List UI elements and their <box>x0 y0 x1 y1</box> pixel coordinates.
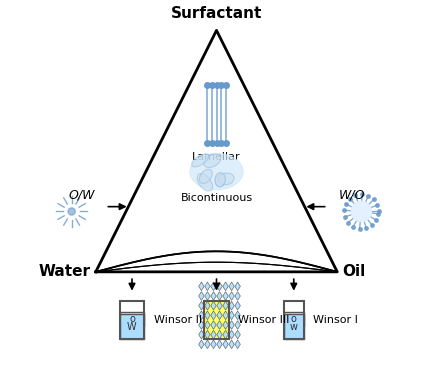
Polygon shape <box>211 292 216 300</box>
Polygon shape <box>199 320 204 329</box>
Text: Winsor I: Winsor I <box>313 315 358 325</box>
Polygon shape <box>199 311 204 320</box>
FancyBboxPatch shape <box>284 314 304 339</box>
Polygon shape <box>211 301 216 310</box>
Polygon shape <box>223 330 228 339</box>
Ellipse shape <box>215 173 226 187</box>
Text: Lamellar: Lamellar <box>192 152 241 162</box>
Polygon shape <box>205 282 210 291</box>
Polygon shape <box>229 292 234 300</box>
Polygon shape <box>211 311 216 320</box>
Ellipse shape <box>200 169 212 184</box>
Polygon shape <box>211 330 216 339</box>
Ellipse shape <box>215 174 225 187</box>
Polygon shape <box>223 282 228 291</box>
Polygon shape <box>223 301 228 310</box>
Polygon shape <box>235 340 240 349</box>
Polygon shape <box>211 320 216 329</box>
Text: Surfactant: Surfactant <box>171 6 262 21</box>
Ellipse shape <box>192 154 209 167</box>
Text: W/O: W/O <box>339 188 365 201</box>
Polygon shape <box>223 320 228 329</box>
Polygon shape <box>229 330 234 339</box>
Polygon shape <box>223 311 228 320</box>
FancyBboxPatch shape <box>120 314 144 339</box>
Polygon shape <box>235 301 240 310</box>
Text: O/W: O/W <box>68 188 94 201</box>
Polygon shape <box>235 292 240 300</box>
FancyBboxPatch shape <box>284 312 304 326</box>
Polygon shape <box>217 330 222 339</box>
Polygon shape <box>199 301 204 310</box>
Polygon shape <box>205 320 210 329</box>
Polygon shape <box>199 330 204 339</box>
Polygon shape <box>217 311 222 320</box>
Text: Water: Water <box>39 264 91 279</box>
Polygon shape <box>229 340 234 349</box>
Text: Winsor II: Winsor II <box>154 315 202 325</box>
Polygon shape <box>211 282 216 291</box>
Ellipse shape <box>197 174 213 191</box>
FancyBboxPatch shape <box>204 301 229 339</box>
Polygon shape <box>205 330 210 339</box>
Text: Oil: Oil <box>342 264 365 279</box>
Polygon shape <box>217 320 222 329</box>
Polygon shape <box>199 282 204 291</box>
Ellipse shape <box>190 154 243 190</box>
Polygon shape <box>205 340 210 349</box>
Polygon shape <box>223 292 228 300</box>
Ellipse shape <box>204 154 221 168</box>
Text: Bicontinuous: Bicontinuous <box>181 193 252 203</box>
Polygon shape <box>217 282 222 291</box>
Circle shape <box>68 208 75 215</box>
Text: o: o <box>291 314 297 324</box>
Polygon shape <box>229 301 234 310</box>
Polygon shape <box>217 340 222 349</box>
Polygon shape <box>217 301 222 310</box>
Polygon shape <box>217 292 222 300</box>
Text: W: W <box>127 322 137 332</box>
Text: w: w <box>290 322 298 332</box>
Polygon shape <box>199 340 204 349</box>
Text: Winsor III: Winsor III <box>238 315 290 325</box>
Polygon shape <box>235 320 240 329</box>
Polygon shape <box>223 340 228 349</box>
Ellipse shape <box>218 173 234 185</box>
Polygon shape <box>235 282 240 291</box>
Polygon shape <box>199 292 204 300</box>
Polygon shape <box>235 330 240 339</box>
Polygon shape <box>205 292 210 300</box>
Polygon shape <box>235 311 240 320</box>
Polygon shape <box>211 340 216 349</box>
Circle shape <box>351 201 372 222</box>
Polygon shape <box>205 311 210 320</box>
Text: o: o <box>129 314 135 324</box>
Polygon shape <box>229 320 234 329</box>
Polygon shape <box>229 282 234 291</box>
FancyBboxPatch shape <box>120 312 144 326</box>
Polygon shape <box>229 311 234 320</box>
Polygon shape <box>205 301 210 310</box>
